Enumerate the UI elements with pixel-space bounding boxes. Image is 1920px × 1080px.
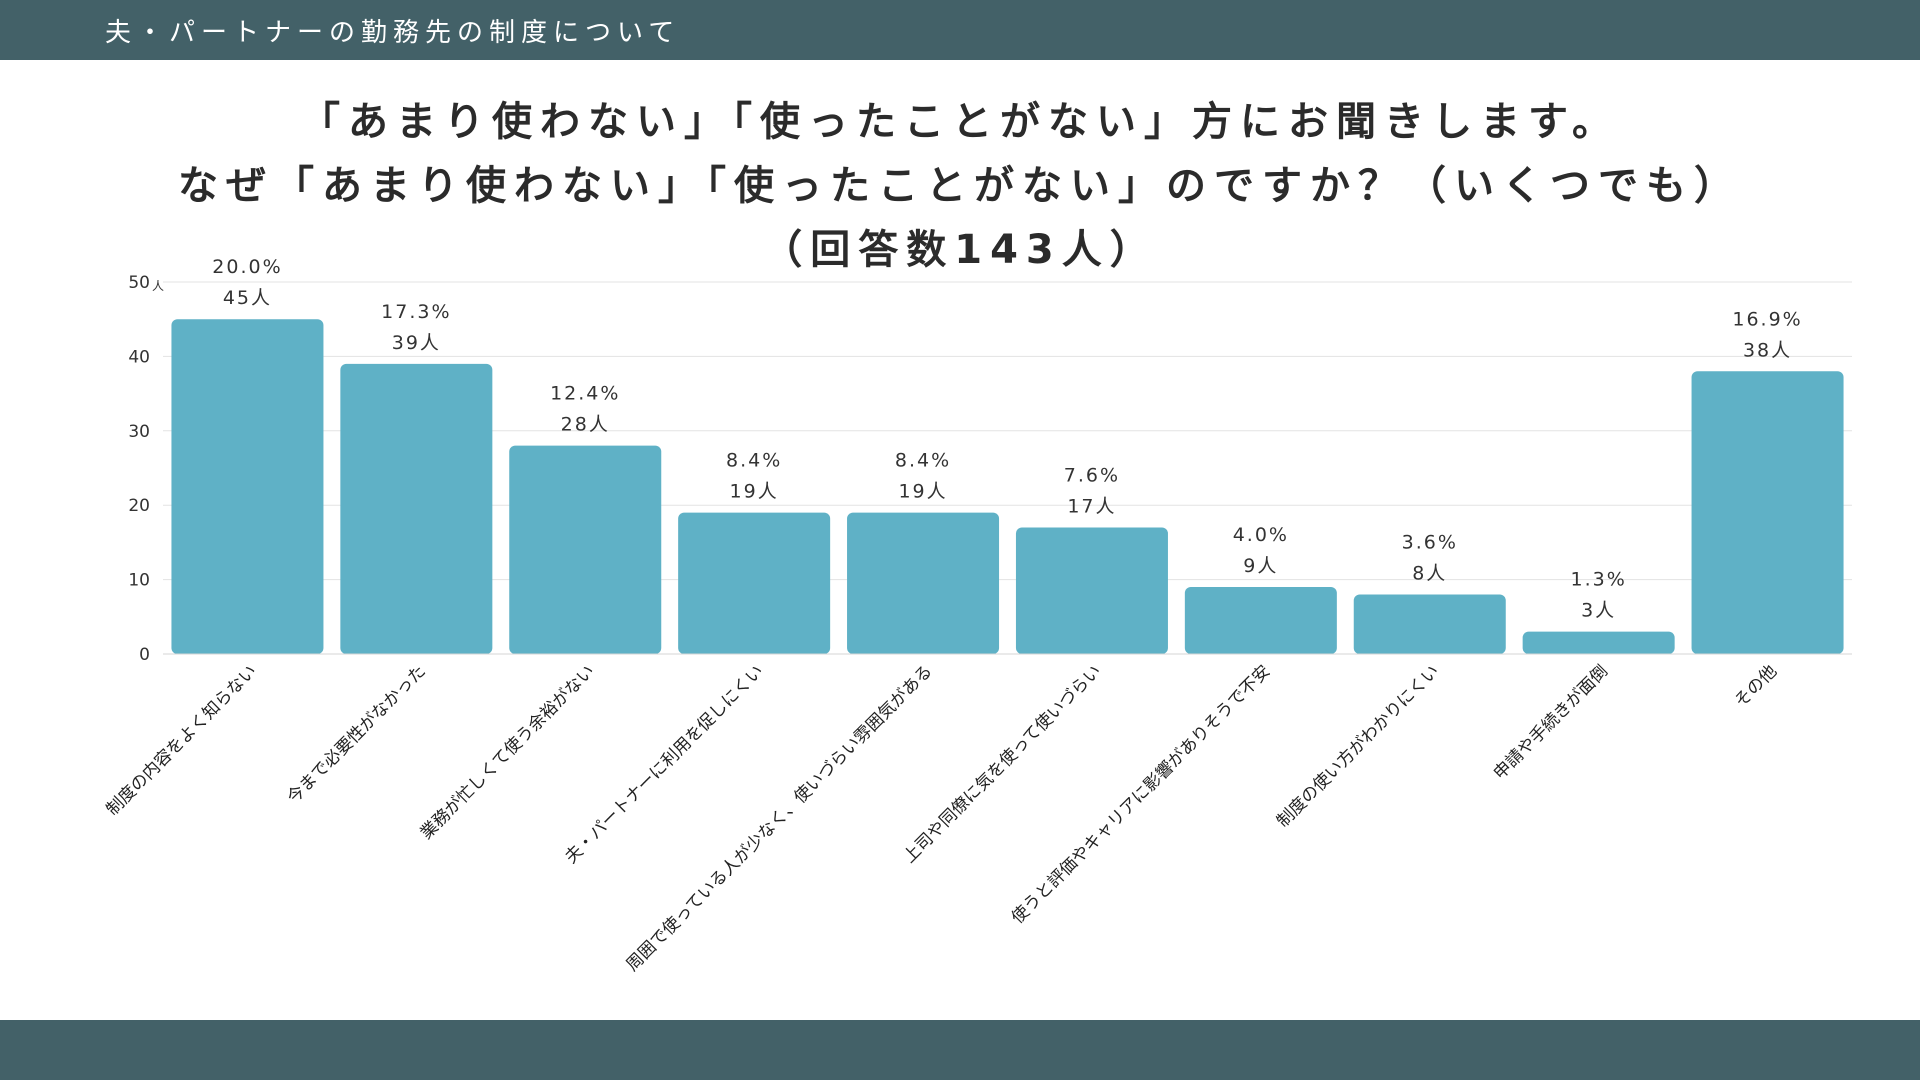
bar	[1691, 371, 1844, 654]
footer-bar	[0, 1020, 1920, 1080]
x-tick-label: 業務が忙しくて使う余裕がない	[416, 661, 599, 844]
chart-title-line-1: 「あまり使わない」「使ったことがない」方にお聞きします。	[300, 99, 1620, 145]
data-label-count: 45人	[223, 287, 272, 309]
bar	[171, 319, 324, 654]
x-tick-label: 制度の使い方がわかりにくい	[1272, 661, 1443, 832]
y-tick-label: 20	[128, 496, 150, 516]
header-bar: 夫・パートナーの勤務先の制度について	[0, 0, 1920, 60]
bar	[1353, 594, 1506, 654]
chart-title-line-2: なぜ「あまり使わない」「使ったことがない」のですか？（いくつでも）	[178, 163, 1742, 209]
y-unit-label: 人	[152, 279, 164, 293]
chart-title: 「あまり使わない」「使ったことがない」方にお聞きします。 なぜ「あまり使わない」…	[0, 90, 1920, 282]
data-label-percent: 8.4%	[895, 450, 951, 472]
x-tick-label: 上司や同僚に気を使って使いづらい	[899, 661, 1106, 868]
data-label-percent: 12.4%	[550, 383, 620, 405]
bar	[678, 512, 831, 654]
x-tick-label: 周囲で使っている人が少なく、使いづらい雰囲気がある	[622, 661, 937, 976]
y-tick-label: 0	[139, 645, 150, 665]
y-tick-label: 50	[128, 273, 150, 293]
x-tick-label: 使うと評価やキャリアに影響がありそうで不安	[1007, 661, 1274, 928]
y-tick-label: 40	[128, 347, 150, 367]
data-label-percent: 3.6%	[1402, 531, 1458, 553]
x-tick-label: その他	[1731, 661, 1781, 711]
data-label-percent: 1.3%	[1571, 569, 1627, 591]
data-label-count: 19人	[730, 481, 779, 503]
data-label-percent: 8.4%	[726, 450, 782, 472]
data-label-count: 38人	[1743, 339, 1792, 361]
x-tick-label: 制度の内容をよく知らない	[103, 661, 261, 819]
x-tick-label: 今まで必要性がなかった	[284, 661, 430, 807]
bar	[847, 512, 1000, 654]
data-label-percent: 4.0%	[1233, 524, 1289, 546]
header-title: 夫・パートナーの勤務先の制度について	[105, 18, 681, 48]
data-label-count: 39人	[392, 332, 441, 354]
x-tick-label: 申請や手続きが面倒	[1490, 661, 1612, 783]
bar	[1184, 587, 1337, 654]
data-label-count: 8人	[1412, 562, 1447, 584]
y-tick-label: 10	[128, 571, 150, 591]
bar	[340, 363, 493, 654]
data-label-percent: 7.6%	[1064, 465, 1120, 487]
data-label-count: 17人	[1067, 496, 1116, 518]
data-label-count: 19人	[898, 481, 947, 503]
data-label-count: 28人	[561, 414, 610, 436]
bar	[1015, 527, 1168, 654]
data-label-percent: 17.3%	[381, 301, 451, 323]
y-tick-label: 30	[128, 422, 150, 442]
data-label-count: 3人	[1581, 600, 1616, 622]
data-label-percent: 20.0%	[212, 256, 282, 278]
chart-title-line-3: （回答数143人）	[762, 227, 1158, 273]
bar	[509, 445, 662, 654]
data-label-count: 9人	[1243, 555, 1278, 577]
data-label-percent: 16.9%	[1732, 308, 1802, 330]
x-tick-label: 夫・パートナーに利用を促しにくい	[561, 661, 767, 867]
bar	[1522, 631, 1675, 654]
